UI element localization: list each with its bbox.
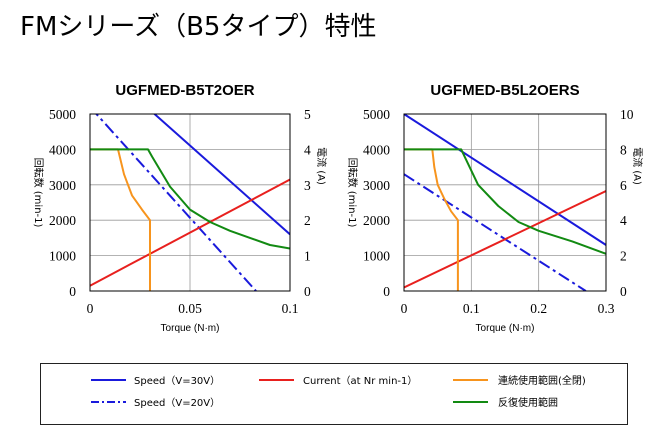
legend-label: Speed（V=20V） — [134, 397, 220, 409]
speed-30v-line — [153, 114, 290, 236]
y-left-tick-label: 1000 — [363, 249, 390, 264]
y-left-tick-label: 5000 — [49, 107, 76, 122]
speed-30v-line — [404, 114, 606, 246]
legend-label: 反復使用範囲 — [498, 396, 558, 409]
x-tick-label: 0 — [87, 301, 94, 316]
legend-label: 連続使用範囲(全閉) — [498, 374, 586, 387]
legend-canvas: Speed（V=30V） Current（at Nr min-1） 連続使用範囲(全… — [91, 374, 586, 409]
y-right-tick-label: 0 — [620, 284, 627, 299]
y-left-tick-label: 5000 — [363, 107, 390, 122]
speed-20v-line — [95, 114, 257, 291]
chart1: UGFMED-B5T2OER 0 0.05 0.1 0 1000 2000 3000 4000 5… — [32, 82, 328, 334]
current-line — [90, 178, 290, 287]
plot-frame — [403, 113, 607, 292]
chart-title: UGFMED-B5T2OER — [115, 82, 254, 99]
legend-label: Speed（V=30V） — [134, 375, 220, 387]
x-axis-label: Torque (N·m) — [476, 323, 535, 334]
x-tick-label: 0 — [401, 301, 408, 316]
y-left-tick-label: 2000 — [49, 213, 76, 228]
x-tick-label: 0.05 — [178, 301, 202, 316]
x-axis-label: Torque (N·m) — [161, 323, 220, 334]
y-left-axis-label: 回転数 (min-1) — [32, 158, 45, 228]
repeated-range-line — [90, 148, 290, 250]
y-left-tick-label: 0 — [383, 284, 390, 299]
y-right-tick-label: 1 — [304, 249, 311, 264]
y-right-tick-label: 4 — [304, 142, 311, 157]
y-right-tick-label: 3 — [304, 178, 311, 193]
y-right-tick-label: 8 — [620, 142, 627, 157]
y-right-tick-label: 5 — [304, 107, 311, 122]
legend-continuous-range: 連続使用範囲(全閉) — [453, 374, 586, 387]
y-right-tick-label: 2 — [304, 213, 311, 228]
current-line — [404, 190, 606, 289]
plot-frame — [89, 113, 291, 292]
series-group — [90, 114, 290, 291]
y-left-tick-label: 4000 — [49, 142, 76, 157]
legend: Speed（V=30V） Current（at Nr min-1） 連続使用範囲(全… — [40, 363, 628, 425]
series-group — [404, 114, 606, 291]
y-left-tick-label: 1000 — [49, 249, 76, 264]
y-right-tick-label: 10 — [620, 107, 634, 122]
x-tick-label: 0.1 — [463, 301, 480, 316]
y-left-tick-label: 4000 — [363, 142, 390, 157]
legend-repeated-range: 反復使用範囲 — [453, 396, 558, 409]
y-left-tick-label: 3000 — [49, 178, 76, 193]
y-left-tick-label: 0 — [69, 284, 76, 299]
continuous-range-line — [404, 148, 459, 291]
y-right-axis-label: 電流 (A) — [315, 147, 328, 185]
y-left-tick-label: 2000 — [363, 213, 390, 228]
y-right-axis-label: 電流 (A) — [631, 147, 644, 185]
y-right-tick-label: 0 — [304, 284, 311, 299]
legend-speed-30v: Speed（V=30V） — [91, 375, 220, 387]
y-left-axis-label: 回転数 (min-1) — [346, 158, 359, 228]
legend-speed-20v: Speed（V=20V） — [91, 397, 220, 409]
legend-label: Current（at Nr min-1） — [303, 375, 417, 387]
x-tick-label: 0.1 — [282, 301, 299, 316]
chart-title: UGFMED-B5L2OERS — [430, 82, 579, 99]
y-left-tick-label: 3000 — [363, 178, 390, 193]
speed-20v-line — [404, 173, 587, 291]
page-title: FMシリーズ（B5タイプ）特性 — [20, 12, 377, 42]
legend-current: Current（at Nr min-1） — [259, 375, 417, 387]
y-right-tick-label: 2 — [620, 249, 627, 264]
y-right-tick-label: 4 — [620, 213, 627, 228]
repeated-range-line — [404, 148, 606, 255]
y-right-tick-label: 6 — [620, 178, 627, 193]
x-tick-label: 0.3 — [598, 301, 615, 316]
x-tick-label: 0.2 — [530, 301, 547, 316]
